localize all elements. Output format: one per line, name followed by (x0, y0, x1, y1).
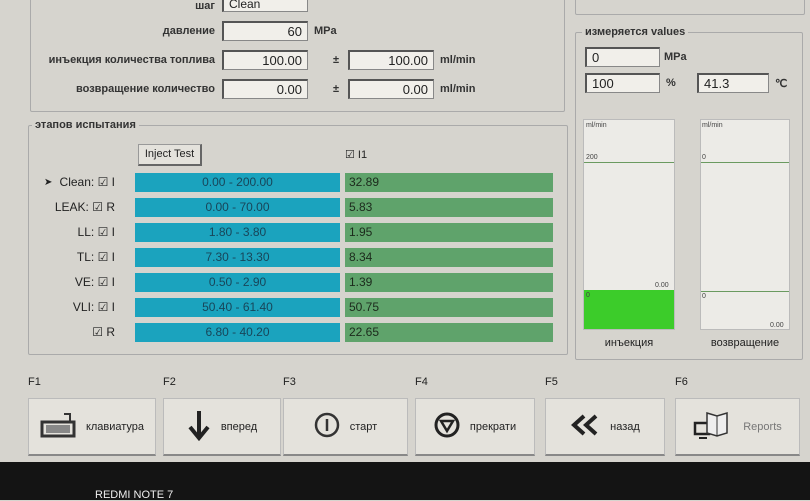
measured-title: измеряется values (582, 26, 689, 38)
fkey-3-button[interactable]: старт (283, 398, 408, 456)
stage-row-label[interactable]: LL: ☑ I (77, 225, 115, 239)
measured-temp-unit: ℃ (775, 78, 788, 90)
stage-value: 5.83 (345, 198, 553, 217)
arrow-down-icon (187, 409, 211, 444)
stages-group (28, 125, 568, 355)
camera-watermark: REDMI NOTE 7 (95, 489, 174, 501)
fkey-button-label: вперед (220, 420, 258, 433)
fkey-label: F1 (28, 376, 41, 388)
i1-checkbox[interactable]: ☑ I1 (345, 149, 368, 161)
return-gauge-top: 0 (702, 154, 706, 161)
stage-value: 22.65 (345, 323, 553, 342)
fkey-label: F4 (415, 376, 428, 388)
return-gauge (700, 119, 790, 330)
return-gauge-topline (701, 162, 789, 163)
injection-unit: ml/min (440, 54, 476, 66)
stage-range: 50.40 - 61.40 (135, 298, 340, 317)
top-right-group (575, 0, 805, 15)
injection-label: инъекция количества топлива (48, 54, 215, 66)
double-chevron-left-icon (570, 414, 600, 439)
fkey-button-label: старт (349, 420, 378, 433)
stages-title: этапов испытания (32, 119, 139, 131)
stage-range: 7.30 - 13.30 (135, 248, 340, 267)
keyboard-icon (40, 412, 76, 441)
return-gauge-unit: ml/min (702, 122, 723, 129)
measured-group (575, 32, 803, 360)
fkey-2-button[interactable]: вперед (163, 398, 281, 456)
stage-row-label[interactable]: LEAK: ☑ R (54, 200, 115, 214)
stage-row-label[interactable]: TL: ☑ I (76, 250, 115, 264)
power-icon (314, 412, 340, 441)
stage-range: 0.50 - 2.90 (135, 273, 340, 292)
fkey-4-button[interactable]: прекрати (415, 398, 535, 456)
fkey-1-button[interactable]: клавиатура (28, 398, 156, 456)
measured-percent-unit: % (666, 77, 676, 89)
injection-gauge-fill (584, 290, 674, 329)
pressure-label: давление (162, 25, 215, 37)
stage-range: 1.80 - 3.80 (135, 223, 340, 242)
return-gauge-label: возвращение (710, 337, 780, 349)
return-label: возвращение количество (76, 83, 215, 95)
injection-field[interactable]: 100.00 (222, 50, 308, 70)
stage-row-label[interactable]: Clean: ☑ I (59, 175, 115, 189)
measured-pressure-unit: MPa (664, 51, 687, 63)
fkey-label: F6 (675, 376, 688, 388)
measured-temp-field: 41.3 (697, 73, 769, 93)
stage-range: 6.80 - 40.20 (135, 323, 340, 342)
params-group (30, 0, 565, 112)
fkey-button-label: назад (610, 420, 640, 433)
fkey-button-label: прекрати (469, 420, 517, 433)
measured-pressure-field: 0 (585, 47, 660, 67)
bottom-bezel (0, 462, 810, 500)
fkey-button-label: Reports (743, 420, 782, 433)
return-pm: ± (333, 83, 340, 95)
fkey-label: F2 (163, 376, 176, 388)
return-tolerance-field[interactable]: 0.00 (348, 79, 434, 99)
return-field[interactable]: 0.00 (222, 79, 308, 99)
fkey-label: F5 (545, 376, 558, 388)
stage-row-label[interactable]: VE: ☑ I (74, 275, 115, 289)
stage-value: 50.75 (345, 298, 553, 317)
step-label: шаг (195, 0, 215, 12)
stage-value: 32.89 (345, 173, 553, 192)
return-gauge-zeroline (701, 291, 789, 292)
injection-gauge-unit: ml/min (586, 122, 607, 129)
stage-range: 0.00 - 200.00 (135, 173, 340, 192)
fkey-6-button[interactable]: Reports (675, 398, 800, 456)
pressure-unit: MPa (314, 25, 337, 37)
current-stage-arrow-icon: ➤ (44, 177, 53, 188)
stage-value: 1.39 (345, 273, 553, 292)
injection-gauge-top: 200 (586, 154, 598, 161)
return-unit: ml/min (440, 83, 476, 95)
measured-percent-field: 100 (585, 73, 660, 93)
inject-test-button[interactable]: Inject Test (138, 144, 202, 166)
injection-tolerance-field[interactable]: 100.00 (348, 50, 434, 70)
injection-gauge-topline (584, 162, 674, 163)
stage-value: 1.95 (345, 223, 553, 242)
injection-pm: ± (333, 54, 340, 66)
fkey-5-button[interactable]: назад (545, 398, 665, 456)
stage-row-label[interactable]: VLI: ☑ I (72, 300, 115, 314)
injection-gauge-value: 0.00 (655, 282, 669, 289)
reports-icon (693, 409, 733, 444)
stage-row-label[interactable]: ☑ R (92, 325, 115, 339)
pressure-field[interactable]: 60 (222, 21, 308, 41)
return-gauge-zero: 0 (702, 293, 706, 300)
injection-gauge-label: инъекция (604, 337, 654, 349)
stage-range: 0.00 - 70.00 (135, 198, 340, 217)
stop-icon (434, 412, 460, 441)
fkey-button-label: клавиатура (85, 420, 145, 433)
return-gauge-value: 0.00 (770, 322, 784, 329)
stage-value: 8.34 (345, 248, 553, 267)
step-field[interactable]: Clean (222, 0, 308, 12)
fkey-label: F3 (283, 376, 296, 388)
injection-gauge-zero: 0 (586, 292, 590, 299)
